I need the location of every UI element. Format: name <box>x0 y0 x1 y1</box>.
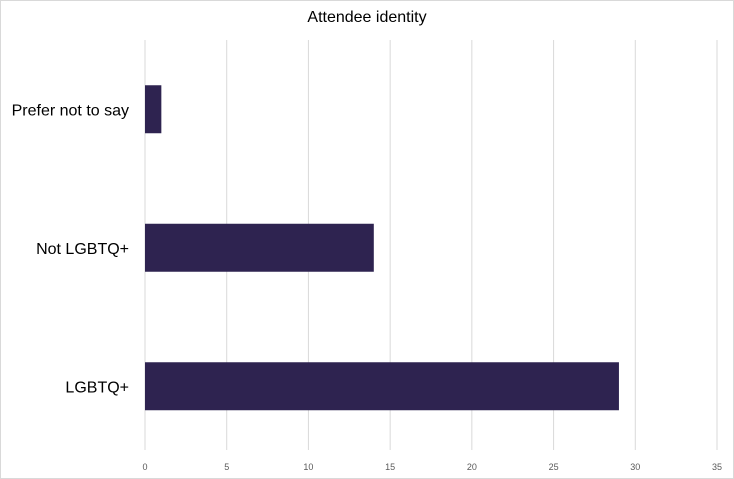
x-tick-label: 25 <box>549 462 559 472</box>
x-tick-label: 30 <box>630 462 640 472</box>
bar <box>145 362 619 411</box>
x-tick-label: 20 <box>467 462 477 472</box>
category-labels: Prefer not to say Not LGBTQ+ LGBTQ+ <box>12 102 129 396</box>
x-tick-label: 10 <box>303 462 313 472</box>
x-tick-label: 35 <box>712 462 722 472</box>
chart-title: Attendee identity <box>307 9 427 26</box>
category-label: Not LGBTQ+ <box>36 241 129 258</box>
bar <box>145 85 162 134</box>
x-tick-label: 15 <box>385 462 395 472</box>
x-tick-label: 5 <box>224 462 229 472</box>
bars <box>145 85 619 411</box>
x-tick-label: 0 <box>142 462 147 472</box>
category-label: LGBTQ+ <box>65 379 129 396</box>
x-axis-tick-labels: 0 5 10 15 20 25 30 35 <box>142 462 722 472</box>
bar <box>145 223 374 272</box>
category-label: Prefer not to say <box>12 102 129 119</box>
